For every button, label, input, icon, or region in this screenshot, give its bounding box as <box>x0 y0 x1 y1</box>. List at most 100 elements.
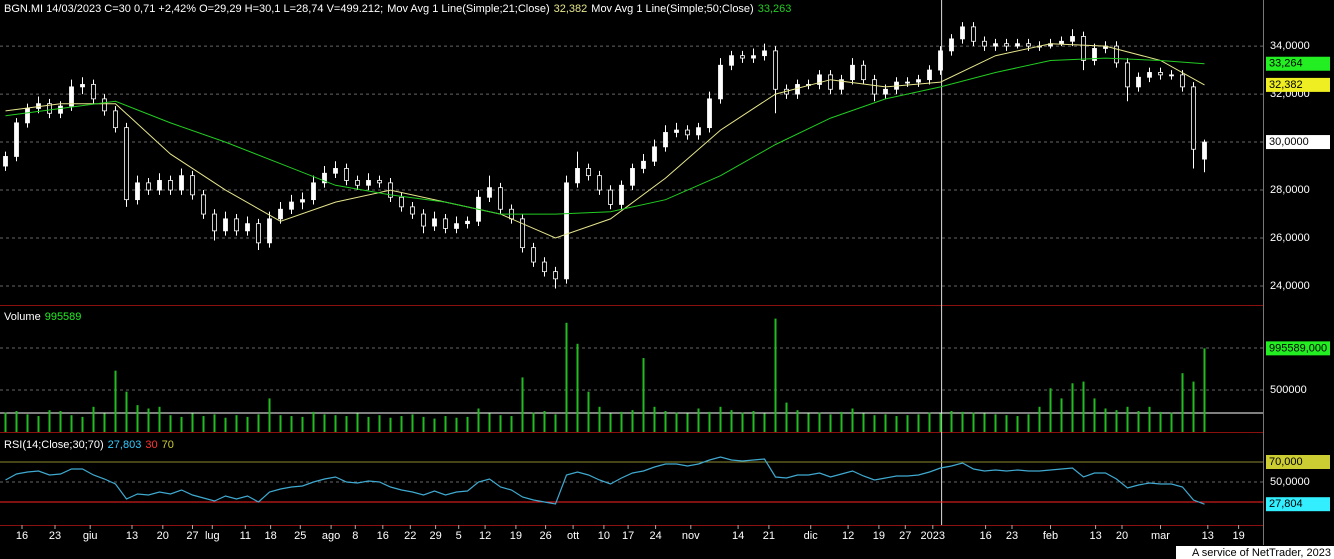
header-part: 70 <box>162 439 174 451</box>
volume-bar <box>939 413 942 432</box>
volume-bar <box>411 414 414 432</box>
value-marker <box>1266 56 1330 71</box>
moving-average <box>5 57 1205 215</box>
volume-bar <box>1159 411 1162 432</box>
candle-body <box>410 206 415 215</box>
y-tick-label: 26,0000 <box>1270 232 1310 244</box>
volume-bar <box>521 377 524 432</box>
candle-body <box>124 127 129 201</box>
candle-body <box>355 180 360 186</box>
volume-bar <box>1148 406 1151 432</box>
legend-name: Mov Avg 1 Line(Simple;50;Close) <box>591 3 753 15</box>
volume-bar <box>587 391 590 432</box>
volume-bar <box>972 412 975 432</box>
candle-body <box>256 223 261 244</box>
volume-bar <box>499 415 502 432</box>
volume-bar <box>543 410 546 432</box>
candle-body <box>58 105 63 114</box>
x-tick-label: 23 <box>49 530 61 542</box>
x-tick-label: 13 <box>1202 530 1214 542</box>
volume-bar <box>796 410 799 432</box>
candle-body <box>25 108 30 124</box>
volume-bar <box>422 416 425 432</box>
y-tick-label: 24,0000 <box>1270 280 1310 292</box>
value-marker-label: 33,264 <box>1269 58 1303 70</box>
candle-body <box>344 168 349 181</box>
x-tick-label: 20 <box>1116 530 1128 542</box>
candle-body <box>80 84 85 88</box>
volume-bar <box>884 414 887 432</box>
volume-bar <box>26 414 29 432</box>
x-tick-label: mar <box>1151 530 1170 542</box>
legend-name: Mov Avg 1 Line(Simple;21;Close) <box>387 3 549 15</box>
volume-bar <box>59 410 62 432</box>
candle-body <box>520 218 525 249</box>
x-tick-label: 19 <box>873 530 885 542</box>
candle-body <box>553 271 558 280</box>
volume-bar <box>15 410 18 432</box>
candle-body <box>3 156 8 167</box>
x-tick-label: dic <box>804 530 819 542</box>
volume-bar <box>554 414 557 432</box>
candle-body <box>1114 45 1119 64</box>
candle-body <box>47 103 52 114</box>
y-tick-label: 500000 <box>1270 384 1307 396</box>
volume-bar <box>1115 410 1118 432</box>
x-tick-label: 16 <box>377 530 389 542</box>
candle-body <box>949 38 954 52</box>
volume-bar <box>147 408 150 432</box>
candle-body <box>575 168 580 184</box>
candle-body <box>212 213 217 232</box>
candle-body <box>223 218 228 232</box>
volume-bar <box>125 391 128 432</box>
candle-body <box>696 127 701 136</box>
volume-bar <box>48 410 51 432</box>
volume-bar <box>565 322 568 432</box>
x-tick-label: 27 <box>186 530 198 542</box>
x-tick-label: 26 <box>539 530 551 542</box>
volume-bar <box>367 416 370 432</box>
volume-bar <box>389 417 392 432</box>
candle-body <box>652 146 657 162</box>
candle-body <box>872 79 877 95</box>
x-tick-label: 19 <box>510 530 522 542</box>
volume-bar <box>268 398 271 432</box>
x-tick-label: 24 <box>649 530 661 542</box>
x-tick-label: feb <box>1043 530 1058 542</box>
candle-body <box>586 168 591 177</box>
candle-body <box>465 220 470 225</box>
candle-body <box>1136 76 1141 88</box>
volume-bar <box>928 412 931 432</box>
candle-body <box>1125 62 1130 88</box>
volume-bar <box>334 415 337 432</box>
volume-bar <box>1027 414 1030 432</box>
volume-bar <box>653 406 656 432</box>
volume-bar <box>70 415 73 432</box>
candle-body <box>729 55 734 66</box>
candle-body <box>795 84 800 95</box>
value-marker <box>1266 341 1330 356</box>
candle-body <box>905 81 910 84</box>
legend-value: 32,382 <box>554 3 588 15</box>
candle-body <box>366 180 371 186</box>
candle-body <box>1202 141 1207 160</box>
candle-body <box>1191 86 1196 150</box>
volume-bar <box>301 416 304 432</box>
volume-bar <box>862 413 865 432</box>
candle-body <box>377 180 382 184</box>
x-tick-label: 18 <box>264 530 276 542</box>
candle-body <box>982 40 987 47</box>
volume-bar <box>961 411 964 432</box>
header-part: 27,803 <box>108 439 142 451</box>
volume-bar <box>851 408 854 432</box>
x-tick-label: 27 <box>899 530 911 542</box>
volume-bar <box>818 412 821 432</box>
candle-body <box>443 218 448 229</box>
volume-bar <box>312 411 315 432</box>
volume-bar <box>1203 348 1206 432</box>
value-marker-label: 32,382 <box>1269 79 1303 91</box>
x-tick-label: 19 <box>1232 530 1244 542</box>
volume-bar <box>202 416 205 432</box>
header-part: 30 <box>145 439 157 451</box>
